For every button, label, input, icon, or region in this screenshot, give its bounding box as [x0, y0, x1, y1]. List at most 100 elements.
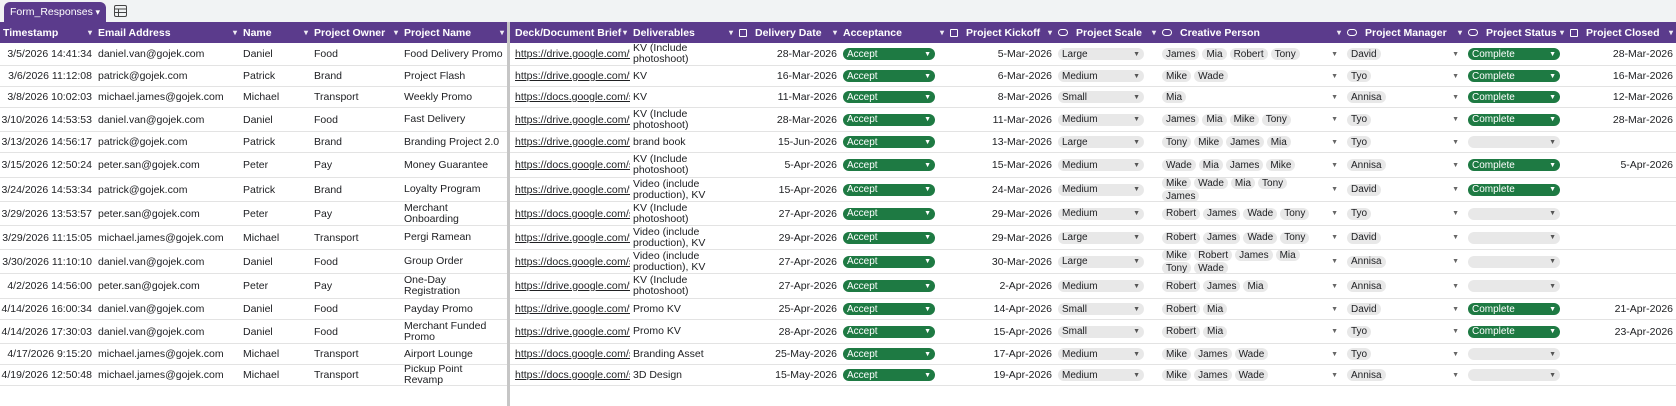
- frozen-column-divider[interactable]: [507, 22, 510, 406]
- cell-creative[interactable]: Mike Robert James Mia Tony Wade ▼: [1159, 250, 1344, 273]
- acceptance-dropdown[interactable]: Accept ▼: [843, 183, 935, 196]
- cell-kickoff[interactable]: 19-Apr-2026: [947, 365, 1055, 385]
- status-dropdown[interactable]: ▼: [1468, 136, 1560, 148]
- cell-owner[interactable]: Brand: [311, 66, 401, 86]
- cell-brief[interactable]: https://docs.google.com/s: [512, 202, 630, 225]
- status-dropdown[interactable]: Complete ▼: [1468, 70, 1560, 82]
- cell-status[interactable]: ▼: [1465, 344, 1567, 364]
- cell-creative[interactable]: Robert Mia ▼: [1159, 320, 1344, 343]
- dropdown-arrow-icon[interactable]: ▼: [1452, 50, 1459, 58]
- dropdown-arrow-icon[interactable]: ▼: [1331, 305, 1338, 313]
- chevron-down-icon[interactable]: ▾: [1457, 28, 1462, 37]
- cell-email[interactable]: peter.san@gojek.com: [95, 202, 240, 225]
- cell-timestamp[interactable]: 4/14/2026 16:00:34: [0, 299, 95, 319]
- cell-project[interactable]: Merchant Funded Promo: [401, 320, 507, 343]
- cell-owner[interactable]: Pay: [311, 153, 401, 177]
- cell-owner[interactable]: Food: [311, 108, 401, 131]
- chevron-down-icon[interactable]: ▾: [1336, 28, 1341, 37]
- cell-status[interactable]: Complete ▼: [1465, 299, 1567, 319]
- chevron-down-icon[interactable]: ▾: [622, 28, 627, 37]
- column-header-deliverables[interactable]: Deliverables ▾: [630, 22, 736, 43]
- person-chip[interactable]: Mike: [1229, 113, 1259, 126]
- cell-project[interactable]: Food Delivery Promo: [401, 43, 507, 65]
- cell-scale[interactable]: Small ▼: [1055, 87, 1159, 107]
- scale-dropdown[interactable]: Medium ▼: [1058, 70, 1144, 82]
- cell-kickoff[interactable]: 8-Mar-2026: [947, 87, 1055, 107]
- cell-manager[interactable]: Tyo ▼: [1344, 66, 1465, 86]
- status-dropdown[interactable]: Complete ▼: [1468, 48, 1560, 60]
- cell-closed[interactable]: 12-Mar-2026: [1567, 87, 1676, 107]
- cell-project[interactable]: Money Guarantee: [401, 153, 507, 177]
- cell-project[interactable]: Merchant Onboarding: [401, 202, 507, 225]
- person-chip[interactable]: Robert: [1162, 303, 1201, 315]
- person-chip[interactable]: Annisa: [1347, 159, 1386, 171]
- cell-deliverables[interactable]: Promo KV: [630, 299, 736, 319]
- cell-manager[interactable]: Tyo ▼: [1344, 132, 1465, 152]
- dropdown-arrow-icon[interactable]: ▼: [1331, 282, 1338, 290]
- dropdown-arrow-icon[interactable]: ▼: [1331, 234, 1338, 241]
- acceptance-dropdown[interactable]: Accept ▼: [843, 70, 935, 82]
- cell-kickoff[interactable]: 24-Mar-2026: [947, 178, 1055, 201]
- cell-status[interactable]: ▼: [1465, 202, 1567, 225]
- cell-delivery-date[interactable]: 15-Apr-2026: [736, 178, 840, 201]
- status-dropdown[interactable]: ▼: [1468, 255, 1560, 268]
- cell-email[interactable]: michael.james@gojek.com: [95, 87, 240, 107]
- cell-deliverables[interactable]: KV (Include photoshoot): [630, 153, 736, 177]
- cell-email[interactable]: daniel.van@gojek.com: [95, 299, 240, 319]
- cell-email[interactable]: peter.san@gojek.com: [95, 153, 240, 177]
- cell-acceptance[interactable]: Accept ▼: [840, 43, 947, 65]
- cell-deliverables[interactable]: brand book: [630, 132, 736, 152]
- cell-owner[interactable]: Pay: [311, 202, 401, 225]
- person-chip[interactable]: Mia: [1202, 48, 1227, 60]
- cell-delivery-date[interactable]: 15-Jun-2026: [736, 132, 840, 152]
- chevron-down-icon[interactable]: ▾: [1668, 28, 1673, 37]
- cell-delivery-date[interactable]: 11-Mar-2026: [736, 87, 840, 107]
- cell-creative[interactable]: Robert James Wade Tony ▼: [1159, 202, 1344, 225]
- cell-status[interactable]: Complete ▼: [1465, 320, 1567, 343]
- person-chip[interactable]: James: [1194, 348, 1232, 360]
- cell-creative[interactable]: Tony Mike James Mia ▼: [1159, 132, 1344, 152]
- cell-acceptance[interactable]: Accept ▼: [840, 87, 947, 107]
- cell-deliverables[interactable]: KV (Include photoshoot): [630, 108, 736, 131]
- cell-name[interactable]: Peter: [240, 153, 311, 177]
- cell-creative[interactable]: Mike Wade ▼: [1159, 66, 1344, 86]
- cell-brief[interactable]: https://drive.google.com/fi: [512, 66, 630, 86]
- cell-timestamp[interactable]: 4/19/2026 12:50:48: [0, 365, 95, 385]
- person-chip[interactable]: Tyo: [1347, 113, 1372, 126]
- cell-deliverables[interactable]: Video (include production), KV: [630, 226, 736, 249]
- cell-closed[interactable]: [1567, 178, 1676, 201]
- cell-acceptance[interactable]: Accept ▼: [840, 226, 947, 249]
- person-chip[interactable]: Tony: [1270, 48, 1300, 60]
- cell-status[interactable]: Complete ▼: [1465, 66, 1567, 86]
- person-chip[interactable]: Tony: [1261, 113, 1291, 126]
- cell-project[interactable]: Loyalty Program: [401, 178, 507, 201]
- cell-delivery-date[interactable]: 5-Apr-2026: [736, 153, 840, 177]
- cell-scale[interactable]: Medium ▼: [1055, 344, 1159, 364]
- person-chip[interactable]: James: [1162, 48, 1200, 60]
- cell-deliverables[interactable]: KV (Include photoshoot): [630, 274, 736, 298]
- cell-closed[interactable]: 23-Apr-2026: [1567, 320, 1676, 343]
- cell-email[interactable]: patrick@gojek.com: [95, 132, 240, 152]
- person-chip[interactable]: Mike: [1266, 159, 1296, 171]
- cell-creative[interactable]: Mike Wade Mia Tony James ▼: [1159, 178, 1344, 201]
- person-chip[interactable]: Annisa: [1347, 369, 1386, 381]
- cell-kickoff[interactable]: 30-Mar-2026: [947, 250, 1055, 273]
- person-chip[interactable]: Mia: [1198, 159, 1223, 171]
- person-chip[interactable]: Mia: [1230, 178, 1256, 189]
- cell-creative[interactable]: Mia ▼: [1159, 87, 1344, 107]
- cell-scale[interactable]: Small ▼: [1055, 299, 1159, 319]
- cell-manager[interactable]: Annisa ▼: [1344, 250, 1465, 273]
- person-chip[interactable]: James: [1235, 250, 1273, 261]
- person-chip[interactable]: Tyo: [1347, 136, 1372, 148]
- person-chip[interactable]: James: [1226, 136, 1264, 148]
- cell-name[interactable]: Patrick: [240, 132, 311, 152]
- cell-name[interactable]: Daniel: [240, 320, 311, 343]
- person-chip[interactable]: Wade: [1234, 369, 1269, 381]
- chevron-down-icon[interactable]: ▾: [303, 28, 308, 37]
- cell-owner[interactable]: Food: [311, 320, 401, 343]
- cell-timestamp[interactable]: 3/29/2026 11:15:05: [0, 226, 95, 249]
- dropdown-arrow-icon[interactable]: ▼: [1452, 138, 1459, 146]
- cell-name[interactable]: Patrick: [240, 66, 311, 86]
- cell-name[interactable]: Michael: [240, 226, 311, 249]
- dropdown-arrow-icon[interactable]: ▼: [1331, 258, 1338, 265]
